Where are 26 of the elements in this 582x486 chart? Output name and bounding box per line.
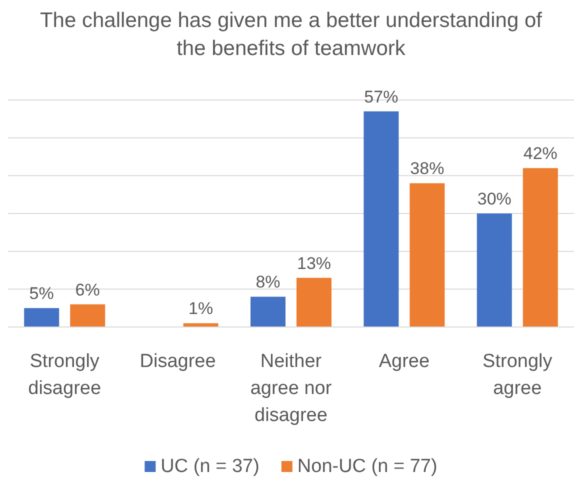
data-label: 1%	[188, 299, 214, 318]
legend-label: UC (n = 37)	[160, 456, 260, 477]
x-tick-label: Strongly agree	[482, 351, 553, 399]
bar	[183, 323, 218, 327]
bar	[364, 111, 399, 327]
data-label: 8%	[256, 272, 280, 292]
data-label: 42%	[523, 144, 558, 164]
legend-label: Non-UC (n = 77)	[297, 456, 438, 477]
data-label: 38%	[410, 159, 444, 178]
x-tick-label: Neither agree nor disagree	[250, 351, 332, 426]
data-label: 5%	[29, 284, 54, 304]
bar	[24, 308, 60, 327]
bar	[522, 168, 558, 327]
x-tick-label: Disagree	[140, 351, 216, 372]
bar	[476, 214, 512, 327]
chart-title: The challenge has given me a better understanding of the benefits of teamwork	[40, 9, 542, 60]
bar	[250, 296, 286, 327]
x-tick-label: Strongly disagree	[28, 351, 102, 399]
bar	[296, 278, 332, 327]
x-tick-label: Agree	[378, 351, 430, 372]
data-label: 30%	[477, 190, 512, 208]
data-label: 6%	[75, 280, 100, 300]
bar	[410, 183, 445, 327]
data-label: 13%	[296, 254, 332, 273]
data-label: 57%	[364, 87, 398, 106]
bar	[70, 304, 106, 327]
